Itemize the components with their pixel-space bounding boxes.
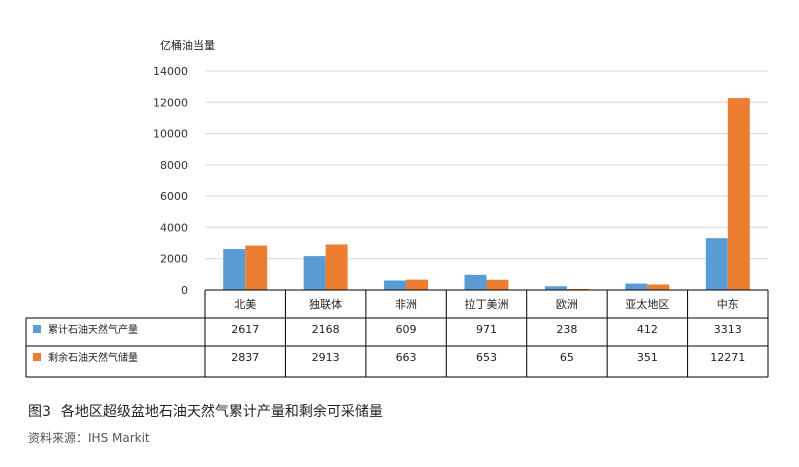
legend-label: 剩余石油天然气储量 <box>48 351 138 364</box>
figure-title: 各地区超级盆地石油天然气累计产量和剩余可采储量 <box>60 404 383 420</box>
y-tick-labels: 0 2000 4000 6000 8000 10000 12000 14000 <box>153 65 188 297</box>
table-cell: 2837 <box>231 351 259 364</box>
category-label: 北美 <box>234 298 256 311</box>
table-cell: 412 <box>637 323 658 336</box>
bar-production <box>464 274 487 290</box>
bar-reserves <box>727 98 750 290</box>
bar-production <box>705 238 728 290</box>
category-label: 非洲 <box>395 298 417 311</box>
table-cell: 3313 <box>714 323 742 336</box>
y-tick-label: 4000 <box>160 221 188 234</box>
table-cell: 653 <box>476 351 497 364</box>
bar-reserves <box>245 245 268 290</box>
bar-reserves <box>406 279 429 290</box>
y-tick-label: 0 <box>181 284 188 297</box>
bar-reserves <box>486 279 509 290</box>
table-cell: 2913 <box>312 351 340 364</box>
table-cell: 663 <box>396 351 417 364</box>
y-tick-label: 10000 <box>153 128 188 141</box>
bar-reserves <box>566 288 589 290</box>
category-label: 独联体 <box>309 297 342 311</box>
legend-label: 累计石油天然气产量 <box>48 323 138 336</box>
table-cell: 238 <box>556 323 577 336</box>
bar-production <box>303 256 326 290</box>
y-tick-label: 6000 <box>160 190 188 203</box>
bar-production <box>384 280 407 290</box>
category-label: 亚太地区 <box>625 298 669 311</box>
table-cell: 65 <box>560 351 574 364</box>
table-cell: 609 <box>396 323 417 336</box>
bars <box>223 98 750 290</box>
figure-caption: 图3 各地区超级盆地石油天然气累计产量和剩余可采储量 <box>28 401 383 421</box>
figure-number: 图3 <box>28 404 51 420</box>
category-label: 拉丁美洲 <box>465 297 509 311</box>
y-tick-label: 12000 <box>153 96 188 109</box>
y-axis-label: 亿桶油当量 <box>160 38 215 52</box>
bar-production <box>223 249 246 290</box>
table-cell: 351 <box>637 351 658 364</box>
table-cell: 2617 <box>231 323 259 336</box>
legend-swatch <box>33 325 41 333</box>
chart: 亿桶油当量 0 2000 4000 6000 8000 10000 12000 14000 北… <box>25 38 769 378</box>
category-label: 欧洲 <box>556 298 578 311</box>
table-cell: 971 <box>476 323 497 336</box>
category-label: 中东 <box>717 298 739 311</box>
gridlines <box>205 70 768 260</box>
bar-production <box>544 286 567 290</box>
legend-swatch <box>33 353 41 361</box>
bar-reserves <box>647 284 670 290</box>
y-tick-label: 14000 <box>153 65 188 78</box>
bar-reserves <box>325 244 348 290</box>
table-cell: 12271 <box>710 351 745 364</box>
source-note: 资料来源：IHS Markit <box>28 431 150 445</box>
y-tick-label: 8000 <box>160 159 188 172</box>
table-cell: 2168 <box>312 323 340 336</box>
y-tick-label: 2000 <box>160 253 188 266</box>
bar-production <box>625 283 648 290</box>
